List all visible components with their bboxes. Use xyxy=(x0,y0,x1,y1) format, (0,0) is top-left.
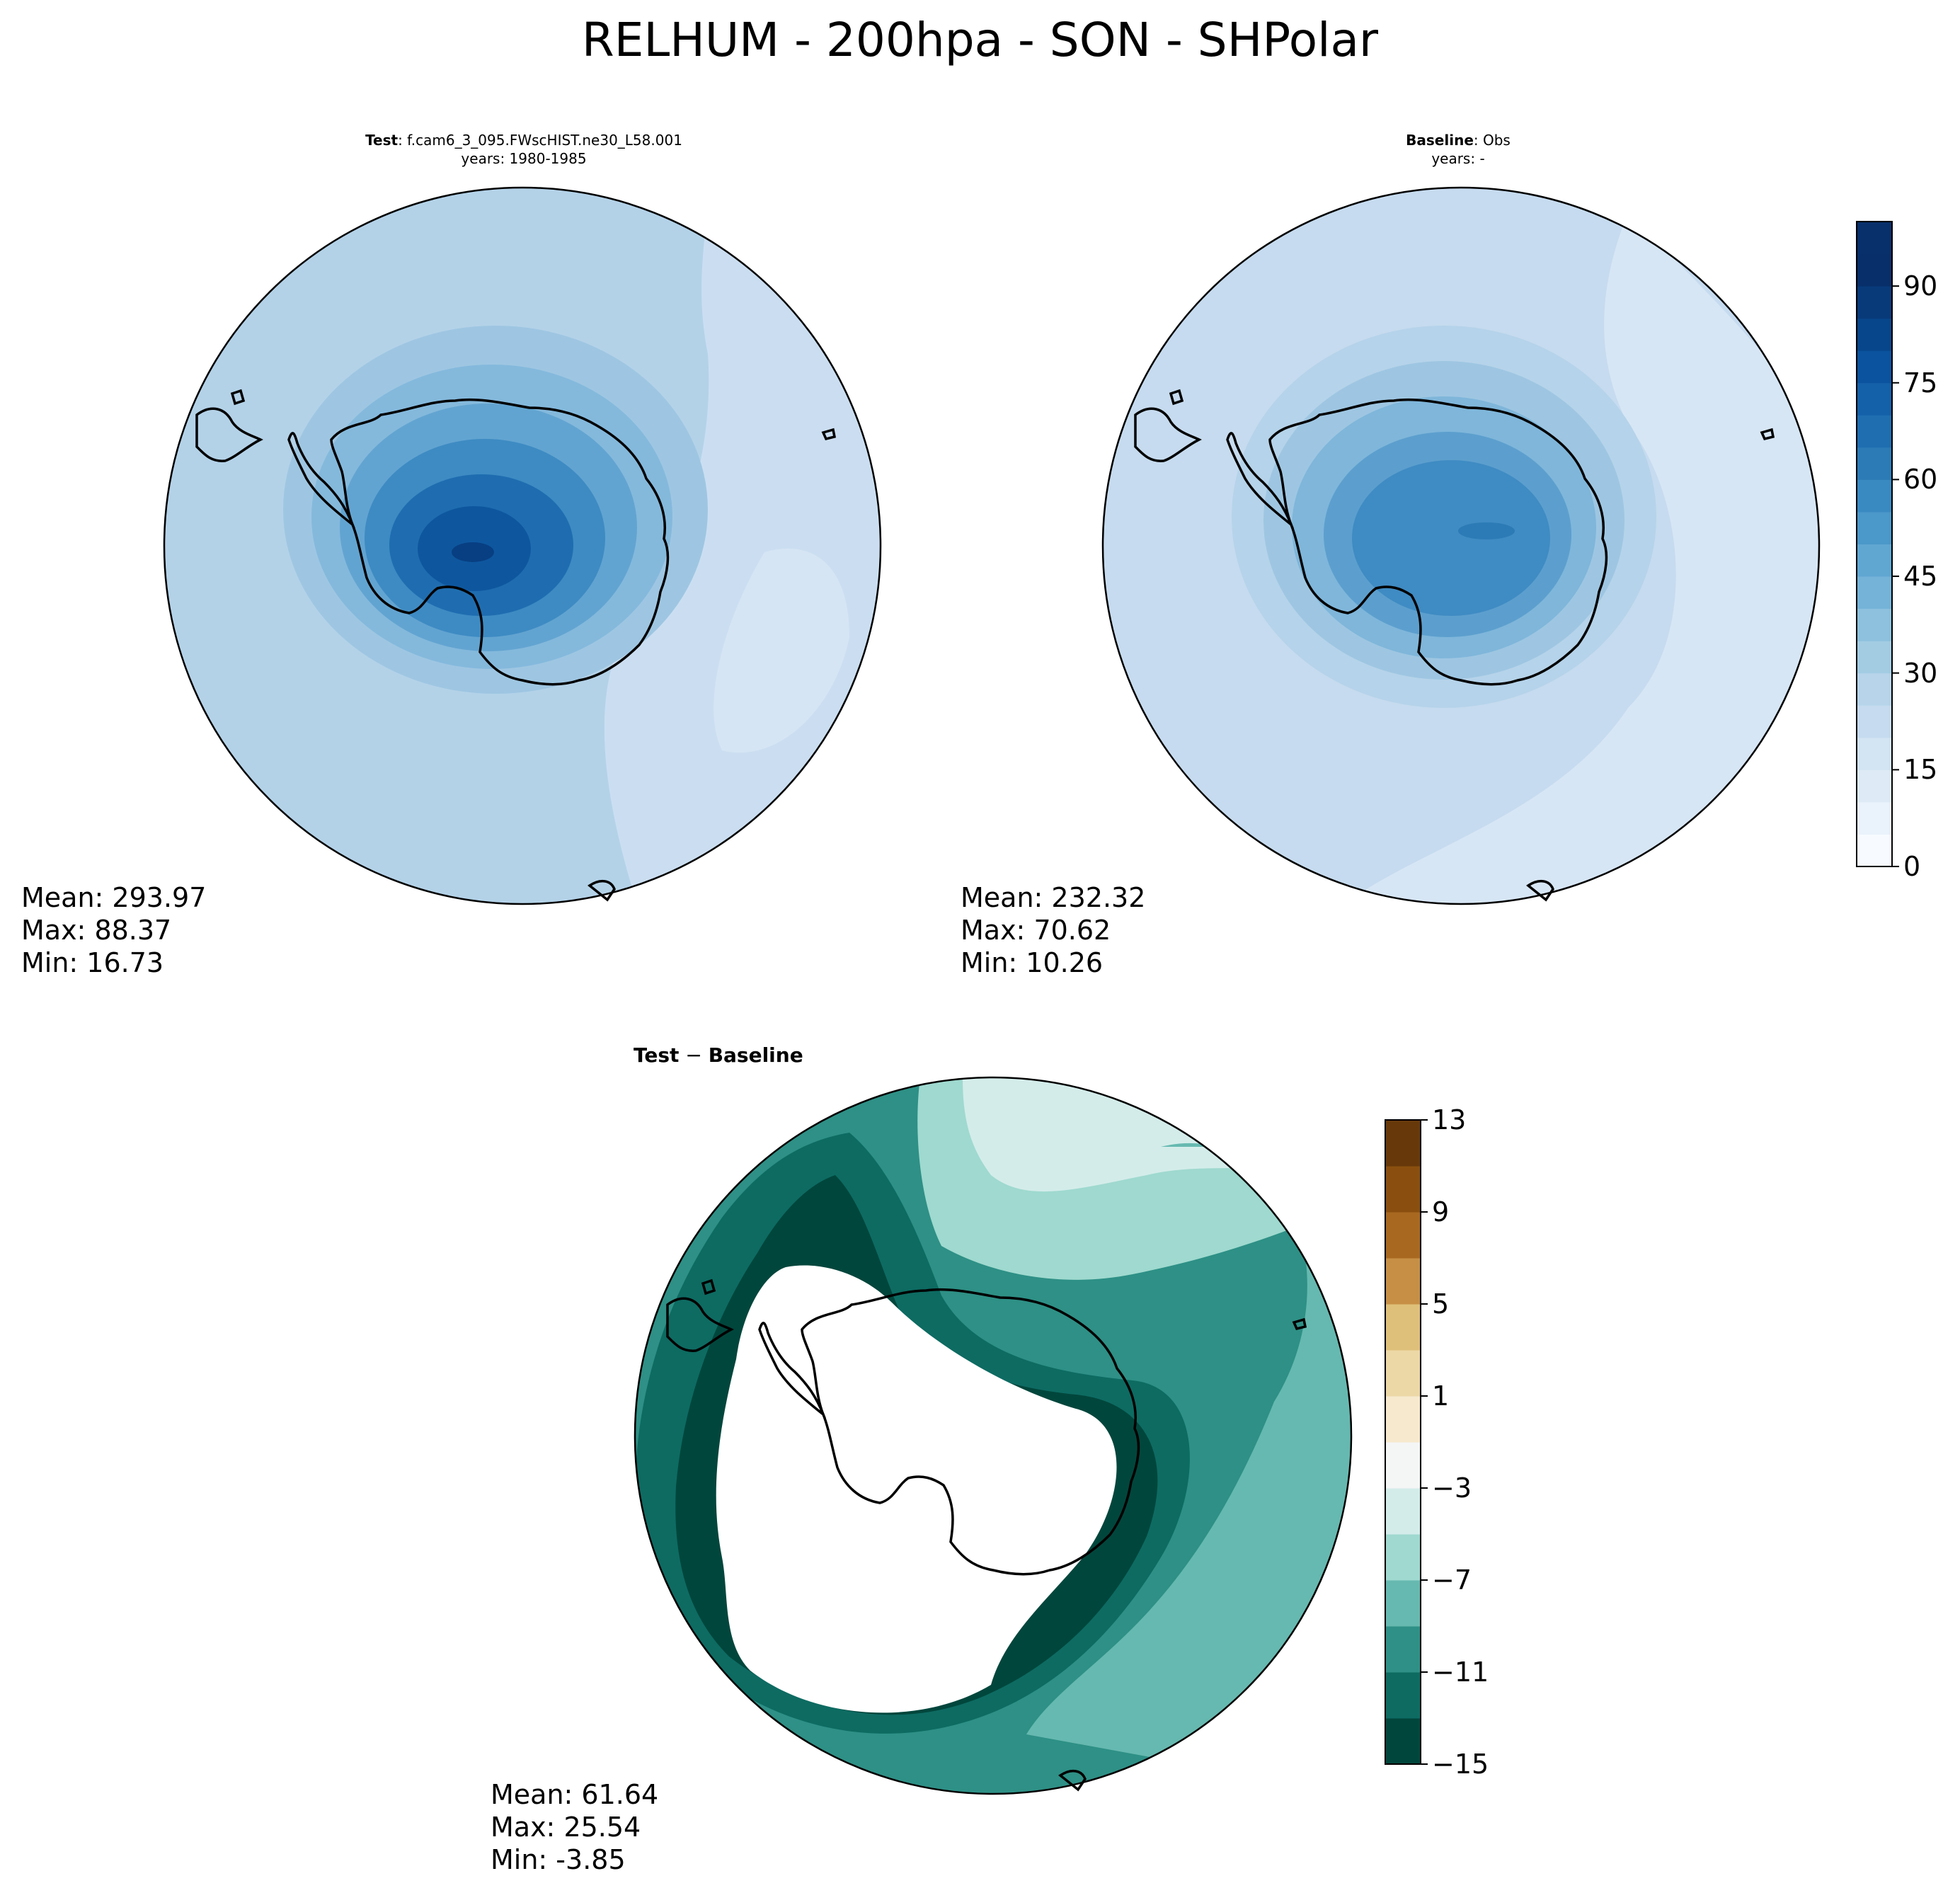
colorbar-tick-label: 5 xyxy=(1432,1288,1450,1320)
diff-title-op: − xyxy=(679,1043,709,1067)
colorbar-tick-label: 0 xyxy=(1903,851,1921,882)
baseline-title-bold: Baseline xyxy=(1406,132,1474,149)
colorbar-segment xyxy=(1857,222,1892,255)
colorbar-segment xyxy=(1857,608,1892,641)
colorbar-tick-label: 75 xyxy=(1903,367,1938,399)
diff-colorbar xyxy=(1385,1119,1428,1765)
test-stats: Mean: 293.97 Max: 88.37 Min: 16.73 xyxy=(21,881,206,979)
colorbar-segment xyxy=(1385,1534,1421,1581)
colorbar-segment xyxy=(1385,1258,1421,1305)
colorbar-tick-label: 15 xyxy=(1903,754,1938,786)
baseline-panel-title: Baseline: Obs years: - xyxy=(1175,131,1741,168)
colorbar-segment xyxy=(1385,1212,1421,1259)
diff-stats: Mean: 61.64 Max: 25.54 Min: -3.85 xyxy=(491,1778,658,1876)
colorbar-segment xyxy=(1857,641,1892,674)
test-map xyxy=(163,186,882,905)
colorbar-segment xyxy=(1857,511,1892,544)
test-field-min xyxy=(713,549,849,753)
main-colorbar xyxy=(1856,221,1899,867)
baseline-field-east xyxy=(1345,212,1819,904)
colorbar-segment xyxy=(1385,1350,1421,1397)
colorbar-segment xyxy=(1857,447,1892,480)
colorbar-tick-label: 1 xyxy=(1432,1380,1450,1412)
colorbar-tick-label: 45 xyxy=(1903,561,1938,593)
colorbar-tick-label: −11 xyxy=(1432,1657,1489,1688)
colorbar-segment xyxy=(1857,253,1892,287)
diff-panel-title: Test − Baseline xyxy=(634,1043,803,1067)
baseline-max: Max: 70.62 xyxy=(961,915,1111,946)
test-contour-max xyxy=(452,542,494,562)
test-title-bold: Test xyxy=(365,132,399,149)
diff-title-test: Test xyxy=(634,1043,680,1067)
test-title-case: : f.cam6_3_095.FWscHIST.ne30_L58.001 xyxy=(398,132,682,149)
colorbar-segment xyxy=(1857,544,1892,577)
colorbar-segment xyxy=(1385,1580,1421,1627)
test-panel-title: Test: f.cam6_3_095.FWscHIST.ne30_L58.001… xyxy=(234,131,814,168)
baseline-map xyxy=(1101,186,1821,905)
colorbar-segment xyxy=(1857,576,1892,610)
colorbar-segment xyxy=(1385,1718,1421,1765)
colorbar-segment xyxy=(1857,801,1892,835)
colorbar-tick-label: −15 xyxy=(1432,1749,1489,1780)
test-mean: Mean: 293.97 xyxy=(21,882,207,913)
colorbar-tick-label: 9 xyxy=(1432,1196,1450,1228)
baseline-contour-max xyxy=(1458,522,1515,539)
colorbar-frame xyxy=(1856,221,1893,867)
diff-field-east xyxy=(1026,1143,1351,1794)
colorbar-segment xyxy=(1857,834,1892,867)
baseline-years: years: - xyxy=(1431,150,1485,167)
colorbar-tick-label: 60 xyxy=(1903,464,1938,496)
colorbar-tick-label: −7 xyxy=(1432,1564,1472,1596)
colorbar-segment xyxy=(1385,1166,1421,1213)
baseline-map-boundary xyxy=(1101,186,1821,905)
test-years: years: 1980-1985 xyxy=(461,150,587,167)
colorbar-segment xyxy=(1857,350,1892,384)
colorbar-segment xyxy=(1857,382,1892,416)
colorbar-segment xyxy=(1385,1488,1421,1535)
colorbar-segment xyxy=(1385,1626,1421,1673)
colorbar-tick-label: 90 xyxy=(1903,270,1938,302)
colorbar-tick-label: 30 xyxy=(1903,657,1938,689)
colorbar-segment xyxy=(1385,1304,1421,1351)
test-field-east xyxy=(604,188,881,904)
colorbar-segment xyxy=(1385,1120,1421,1167)
colorbar-segment xyxy=(1857,673,1892,706)
baseline-min: Min: 10.26 xyxy=(961,947,1104,978)
colorbar-segment xyxy=(1857,415,1892,448)
test-max: Max: 88.37 xyxy=(21,915,172,946)
diff-map xyxy=(634,1076,1353,1795)
baseline-contour-5 xyxy=(1352,460,1550,616)
colorbar-segment xyxy=(1857,769,1892,803)
colorbar-tick-label: −3 xyxy=(1432,1472,1472,1504)
colorbar-segment xyxy=(1857,286,1892,319)
figure-title: RELHUM - 200hpa - SON - SHPolar xyxy=(581,13,1379,67)
colorbar-segment xyxy=(1385,1396,1421,1443)
diff-min: Min: -3.85 xyxy=(491,1844,626,1875)
colorbar-segment xyxy=(1857,737,1892,770)
colorbar-tick-label: 13 xyxy=(1432,1104,1467,1135)
colorbar-segment xyxy=(1857,318,1892,351)
colorbar-segment xyxy=(1385,1442,1421,1489)
colorbar-segment xyxy=(1857,479,1892,513)
baseline-mean: Mean: 232.32 xyxy=(961,882,1146,913)
diff-max: Max: 25.54 xyxy=(491,1812,641,1843)
colorbar-frame xyxy=(1385,1119,1421,1765)
colorbar-segment xyxy=(1385,1672,1421,1719)
test-min: Min: 16.73 xyxy=(21,947,164,978)
test-map-boundary xyxy=(163,186,882,905)
colorbar-segment xyxy=(1857,705,1892,738)
baseline-title-case: : Obs xyxy=(1473,132,1511,149)
diff-title-baseline: Baseline xyxy=(708,1043,803,1067)
baseline-stats: Mean: 232.32 Max: 70.62 Min: 10.26 xyxy=(961,881,1145,979)
diff-map-boundary xyxy=(634,1076,1353,1795)
diff-mean: Mean: 61.64 xyxy=(491,1779,659,1810)
